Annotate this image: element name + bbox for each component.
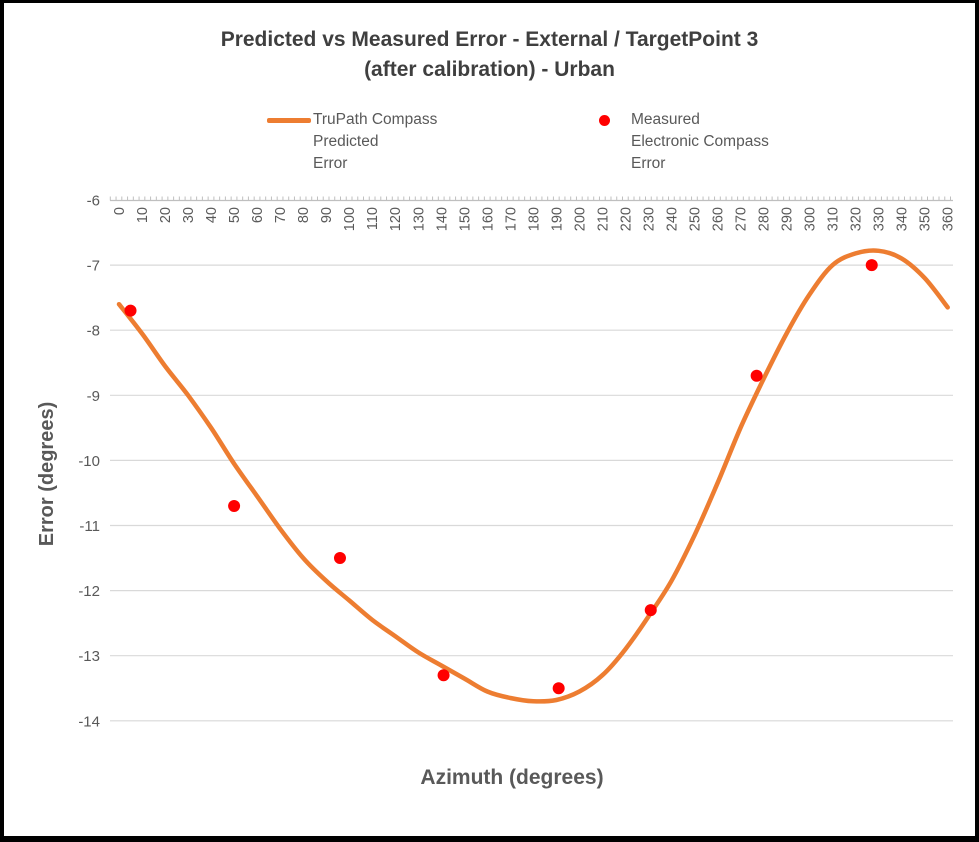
x-tick-label: 180 (526, 207, 542, 231)
x-tick-label: 110 (365, 207, 381, 230)
x-tick-label: 260 (711, 207, 727, 231)
x-tick-label: 40 (204, 207, 220, 223)
plot-area: 0 10 20 30 40 50 60 70 80 90 100 110 120 130 140 150 160… (78, 193, 957, 731)
x-tick-label: 170 (503, 207, 519, 231)
chart-title: Predicted vs Measured Error - External /… (4, 25, 975, 85)
y-tick-labels: -6 -7 -8 -9 -10 -11 -12 -13 -14 (78, 193, 100, 731)
x-tick-label: 340 (895, 207, 911, 231)
legend-item-predicted: TruPath Compass Predicted Error (267, 109, 437, 175)
y-tick-label: -6 (87, 193, 100, 210)
measured-point (228, 499, 241, 512)
y-axis-title: Error (degrees) (36, 401, 58, 547)
gridlines (110, 264, 953, 722)
y-tick-label: -11 (79, 518, 100, 535)
x-tick-label: 70 (273, 207, 289, 223)
x-tick-label: 100 (342, 207, 358, 231)
x-tick-label: 10 (135, 207, 151, 223)
x-tick-label: 210 (595, 207, 611, 231)
measured-point (124, 304, 137, 317)
measured-point (750, 369, 763, 382)
measured-point (552, 682, 565, 695)
x-tick-label: 320 (849, 207, 865, 231)
x-tick-label: 20 (158, 207, 174, 223)
x-tick-label: 90 (319, 207, 335, 223)
y-tick-label: -9 (87, 388, 100, 405)
x-tick-label: 220 (618, 207, 634, 231)
y-tick-label: -10 (78, 453, 100, 470)
x-tick-label: 250 (687, 207, 703, 231)
x-tick-label: 280 (757, 207, 773, 231)
x-tick-label: 330 (872, 207, 888, 231)
y-tick-label: -13 (78, 648, 100, 665)
series-predicted (116, 248, 950, 704)
y-tick-label: -7 (87, 258, 100, 275)
x-tick-label: 130 (411, 207, 427, 231)
x-tick-label: 290 (780, 207, 796, 231)
chart-title-line2: (after calibration) - Urban (364, 58, 615, 81)
x-tick-label: 360 (941, 207, 957, 231)
y-tick-label: -14 (78, 713, 100, 730)
x-axis-title: Azimuth (degrees) (420, 766, 604, 789)
x-tick-label: 30 (181, 207, 197, 223)
legend-label-measured: Measured Electronic Compass Error (631, 111, 769, 172)
x-tick-label: 60 (250, 207, 266, 223)
series-measured (124, 259, 878, 695)
measured-point (437, 669, 450, 682)
x-tick-label: 310 (826, 207, 842, 231)
x-tick-label: 350 (918, 207, 934, 231)
y-tick-label: -8 (87, 323, 100, 340)
x-tick-label: 160 (480, 207, 496, 231)
legend-label-predicted: TruPath Compass Predicted Error (313, 111, 438, 172)
measured-point (333, 552, 346, 565)
x-axis (109, 196, 953, 202)
x-tick-label: 140 (434, 207, 450, 231)
measured-point (644, 604, 657, 617)
x-tick-label: 120 (388, 207, 404, 231)
x-tick-label: 200 (572, 207, 588, 231)
predicted-curve (116, 248, 950, 704)
x-tick-label: 240 (664, 207, 680, 231)
x-tick-label: 270 (734, 207, 750, 231)
x-tick-label: 150 (457, 207, 473, 231)
x-tick-label: 50 (227, 207, 243, 223)
x-tick-label: 300 (803, 207, 819, 231)
x-tick-labels: 0 10 20 30 40 50 60 70 80 90 100 110 120 130 140 150 160… (112, 207, 957, 231)
line-swatch-icon (267, 118, 311, 123)
chart-title-line1: Predicted vs Measured Error - External /… (220, 28, 759, 51)
x-tick-label: 80 (296, 207, 312, 223)
legend-item-measured: Measured Electronic Compass Error (599, 109, 769, 175)
x-tick-label: 0 (112, 207, 128, 215)
x-tick-label: 230 (641, 207, 657, 231)
measured-point (865, 259, 878, 272)
x-tick-label: 190 (549, 207, 565, 231)
y-tick-label: -12 (78, 583, 100, 600)
dot-swatch-icon (599, 115, 610, 126)
